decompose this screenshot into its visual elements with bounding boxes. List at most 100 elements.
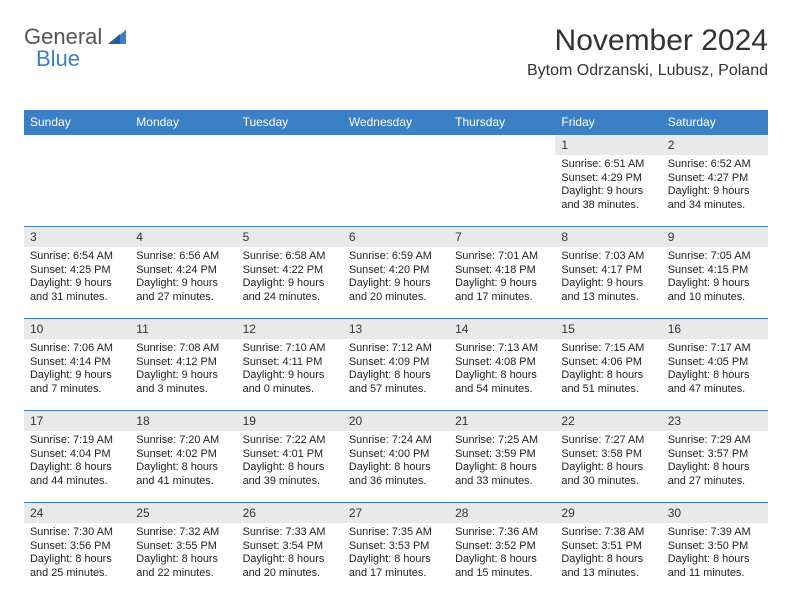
logo-sail-icon [106,26,128,49]
day-number: 30 [662,503,768,523]
daylight-line-1: Daylight: 9 hours [668,277,762,291]
day-number: 8 [555,227,661,247]
day-number: 17 [24,411,130,431]
weekday-header-row: SundayMondayTuesdayWednesdayThursdayFrid… [24,110,768,135]
calendar-cell: 23Sunrise: 7:29 AMSunset: 3:57 PMDayligh… [662,411,768,503]
day-details: Sunrise: 7:01 AMSunset: 4:18 PMDaylight:… [449,247,555,309]
day-number: 3 [24,227,130,247]
daylight-line-2: and 11 minutes. [668,567,762,581]
sunrise-line: Sunrise: 6:51 AM [561,158,655,172]
sunrise-line: Sunrise: 7:36 AM [455,526,549,540]
daylight-line-1: Daylight: 9 hours [243,369,337,383]
day-number: 28 [449,503,555,523]
calendar-cell: 3Sunrise: 6:54 AMSunset: 4:25 PMDaylight… [24,227,130,319]
weekday-header: Sunday [24,110,130,135]
day-number: 29 [555,503,661,523]
sunrise-line: Sunrise: 7:30 AM [30,526,124,540]
daylight-line-1: Daylight: 8 hours [30,553,124,567]
calendar-row: 24Sunrise: 7:30 AMSunset: 3:56 PMDayligh… [24,503,768,595]
daylight-line-1: Daylight: 8 hours [561,553,655,567]
daylight-line-2: and 10 minutes. [668,291,762,305]
day-number: 5 [237,227,343,247]
calendar-cell: 6Sunrise: 6:59 AMSunset: 4:20 PMDaylight… [343,227,449,319]
sunrise-line: Sunrise: 7:33 AM [243,526,337,540]
daylight-line-2: and 20 minutes. [349,291,443,305]
day-details: Sunrise: 7:29 AMSunset: 3:57 PMDaylight:… [662,431,768,493]
day-number: 18 [130,411,236,431]
sunset-line: Sunset: 4:22 PM [243,264,337,278]
daylight-line-1: Daylight: 9 hours [243,277,337,291]
calendar-cell: 19Sunrise: 7:22 AMSunset: 4:01 PMDayligh… [237,411,343,503]
logo-text-2-wrap: Blue [36,46,80,72]
day-details: Sunrise: 6:51 AMSunset: 4:29 PMDaylight:… [555,155,661,217]
daylight-line-2: and 13 minutes. [561,567,655,581]
daylight-line-1: Daylight: 8 hours [561,461,655,475]
sunset-line: Sunset: 4:20 PM [349,264,443,278]
daylight-line-2: and 31 minutes. [30,291,124,305]
sunset-line: Sunset: 3:58 PM [561,448,655,462]
daylight-line-2: and 44 minutes. [30,475,124,489]
sunset-line: Sunset: 4:11 PM [243,356,337,370]
day-number: 10 [24,319,130,339]
daylight-line-1: Daylight: 9 hours [30,369,124,383]
sunrise-line: Sunrise: 7:22 AM [243,434,337,448]
day-number: 7 [449,227,555,247]
sunrise-line: Sunrise: 7:35 AM [349,526,443,540]
daylight-line-1: Daylight: 8 hours [455,553,549,567]
day-details: Sunrise: 7:20 AMSunset: 4:02 PMDaylight:… [130,431,236,493]
daylight-line-2: and 13 minutes. [561,291,655,305]
daylight-line-1: Daylight: 8 hours [561,369,655,383]
day-details: Sunrise: 7:30 AMSunset: 3:56 PMDaylight:… [24,523,130,585]
sunset-line: Sunset: 4:09 PM [349,356,443,370]
day-number: 14 [449,319,555,339]
daylight-line-2: and 25 minutes. [30,567,124,581]
daylight-line-2: and 22 minutes. [136,567,230,581]
sunrise-line: Sunrise: 7:17 AM [668,342,762,356]
daylight-line-2: and 38 minutes. [561,199,655,213]
calendar-cell: 9Sunrise: 7:05 AMSunset: 4:15 PMDaylight… [662,227,768,319]
daylight-line-2: and 36 minutes. [349,475,443,489]
day-details: Sunrise: 6:52 AMSunset: 4:27 PMDaylight:… [662,155,768,217]
day-details: Sunrise: 7:08 AMSunset: 4:12 PMDaylight:… [130,339,236,401]
sunset-line: Sunset: 3:53 PM [349,540,443,554]
sunrise-line: Sunrise: 7:08 AM [136,342,230,356]
day-details: Sunrise: 7:35 AMSunset: 3:53 PMDaylight:… [343,523,449,585]
day-number: 22 [555,411,661,431]
calendar-table: SundayMondayTuesdayWednesdayThursdayFrid… [24,110,768,595]
daylight-line-2: and 17 minutes. [349,567,443,581]
calendar-cell: 18Sunrise: 7:20 AMSunset: 4:02 PMDayligh… [130,411,236,503]
sunrise-line: Sunrise: 6:56 AM [136,250,230,264]
day-number: 15 [555,319,661,339]
day-details: Sunrise: 7:12 AMSunset: 4:09 PMDaylight:… [343,339,449,401]
sunrise-line: Sunrise: 7:13 AM [455,342,549,356]
day-details: Sunrise: 7:17 AMSunset: 4:05 PMDaylight:… [662,339,768,401]
sunset-line: Sunset: 3:54 PM [243,540,337,554]
calendar-cell: 30Sunrise: 7:39 AMSunset: 3:50 PMDayligh… [662,503,768,595]
calendar-cell: 17Sunrise: 7:19 AMSunset: 4:04 PMDayligh… [24,411,130,503]
daylight-line-2: and 30 minutes. [561,475,655,489]
calendar-cell: 26Sunrise: 7:33 AMSunset: 3:54 PMDayligh… [237,503,343,595]
sunrise-line: Sunrise: 7:19 AM [30,434,124,448]
daylight-line-1: Daylight: 8 hours [668,553,762,567]
daylight-line-1: Daylight: 8 hours [455,461,549,475]
day-details: Sunrise: 7:33 AMSunset: 3:54 PMDaylight:… [237,523,343,585]
calendar-cell: 20Sunrise: 7:24 AMSunset: 4:00 PMDayligh… [343,411,449,503]
daylight-line-1: Daylight: 8 hours [668,369,762,383]
calendar-cell [343,135,449,227]
sunset-line: Sunset: 3:56 PM [30,540,124,554]
daylight-line-1: Daylight: 9 hours [561,277,655,291]
calendar-cell: 13Sunrise: 7:12 AMSunset: 4:09 PMDayligh… [343,319,449,411]
sunrise-line: Sunrise: 6:59 AM [349,250,443,264]
day-details: Sunrise: 7:24 AMSunset: 4:00 PMDaylight:… [343,431,449,493]
daylight-line-1: Daylight: 8 hours [349,369,443,383]
calendar-cell: 15Sunrise: 7:15 AMSunset: 4:06 PMDayligh… [555,319,661,411]
daylight-line-2: and 27 minutes. [668,475,762,489]
daylight-line-1: Daylight: 8 hours [455,369,549,383]
day-number: 16 [662,319,768,339]
day-number: 1 [555,135,661,155]
sunset-line: Sunset: 4:00 PM [349,448,443,462]
calendar-cell: 22Sunrise: 7:27 AMSunset: 3:58 PMDayligh… [555,411,661,503]
day-details: Sunrise: 6:59 AMSunset: 4:20 PMDaylight:… [343,247,449,309]
sunrise-line: Sunrise: 7:39 AM [668,526,762,540]
day-number: 12 [237,319,343,339]
